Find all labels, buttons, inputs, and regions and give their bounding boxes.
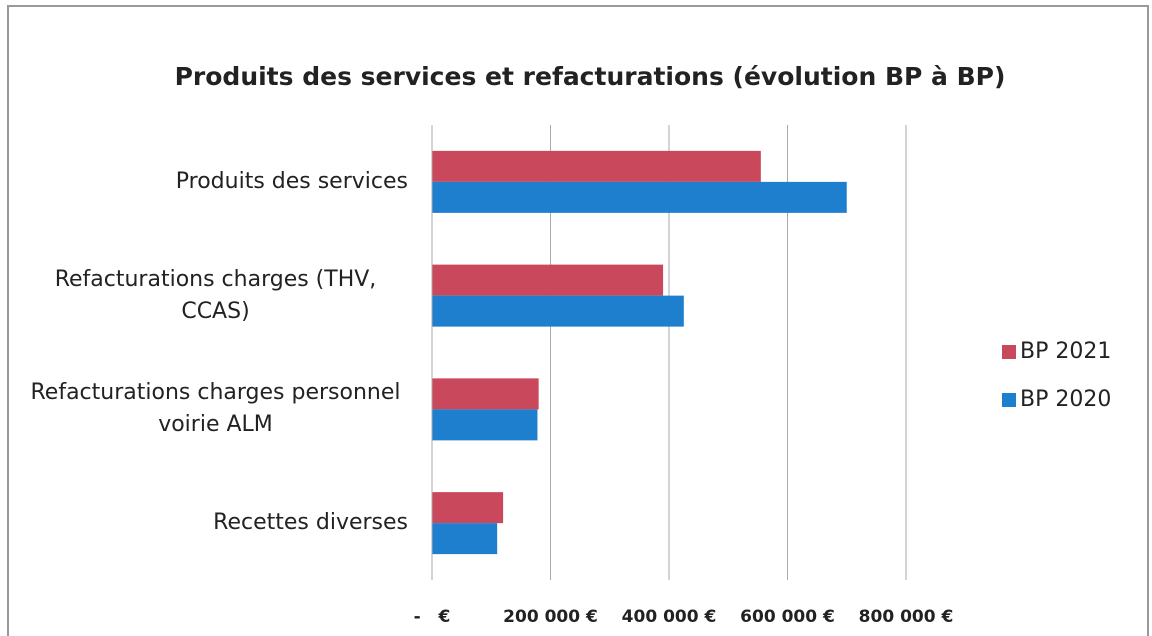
x-tick-label: 400 000 € <box>622 607 717 627</box>
legend-swatch <box>1002 393 1016 407</box>
category-label-box: Refacturations charges personnel voirie … <box>10 377 408 441</box>
legend-swatch <box>1002 345 1016 359</box>
x-tick-label: 600 000 € <box>740 607 835 627</box>
y-tick-label: Recettes diverses <box>213 510 408 536</box>
bar <box>432 523 498 555</box>
frame <box>7 5 1149 636</box>
x-tick-label: 200 000 € <box>503 607 598 627</box>
x-tick-label: 800 000 € <box>859 607 954 627</box>
bar <box>432 409 538 441</box>
y-tick-label: Refacturations charges (THV, CCAS) <box>54 266 377 324</box>
bar <box>432 492 504 524</box>
bar <box>432 150 761 182</box>
category-label-box: Produits des services <box>10 166 408 198</box>
category-label-box: Refacturations charges (THV, CCAS) <box>10 264 408 328</box>
bar <box>432 181 847 213</box>
y-tick-label: Produits des services <box>175 168 408 194</box>
x-tick-label: - € <box>414 607 451 627</box>
bar <box>432 295 684 327</box>
bar <box>432 264 664 296</box>
legend-label: BP 2021 <box>1020 339 1111 364</box>
chart-title: Produits des services et refacturations … <box>175 62 1006 91</box>
bar <box>432 378 539 410</box>
y-tick-label: Refacturations charges personnel voirie … <box>30 380 401 438</box>
legend-label: BP 2020 <box>1020 387 1111 412</box>
category-label-box: Recettes diverses <box>10 507 408 539</box>
